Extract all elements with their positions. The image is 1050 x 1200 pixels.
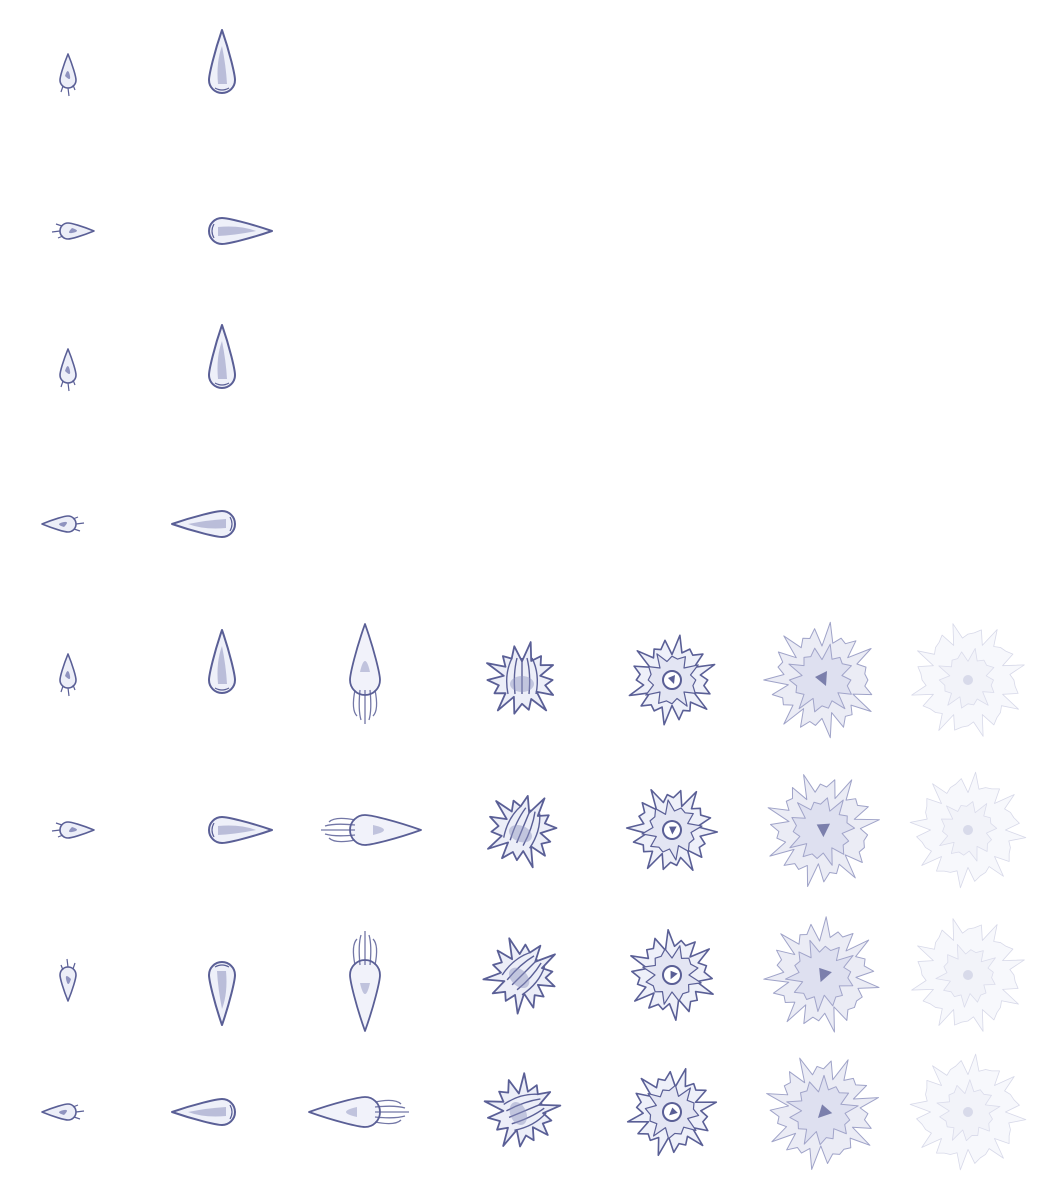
sprite-row-1 [59,29,236,97]
explosion-ring-sprite [628,634,716,726]
faint-smoke-sprite [911,918,1025,1032]
faint-smoke-sprite [911,623,1025,737]
smoke-puff-sprite [766,1057,879,1170]
smoke-puff-sprite [763,916,880,1033]
sprite-row-5 [59,621,1025,739]
flame-drop-sprite [208,324,236,389]
flame-streak-sprite [349,931,381,1032]
flame-drop-sprite [208,29,236,94]
impact-burst-sprite [482,937,556,1015]
sprite-row-6 [51,771,1027,889]
faint-smoke-sprite [909,1053,1027,1171]
sprite-row-8 [41,1053,1027,1171]
flame-drop-sprite [171,1098,236,1126]
smoke-puff-sprite [763,621,873,739]
flame-drop-sprite [171,510,236,538]
faint-smoke-sprite [909,771,1027,889]
flame-streak-sprite [308,1096,409,1128]
sprite-row-3 [59,324,236,392]
flame-drop-sprite [208,217,273,245]
smoke-puff-sprite [767,774,880,887]
small-flame-sprite [59,348,77,392]
flame-streak-sprite [349,623,381,724]
sprite-row-2 [51,217,273,245]
explosion-ring-sprite [626,1067,718,1157]
flame-drop-sprite [208,961,236,1026]
explosion-ring-sprite [625,788,719,872]
small-flame-sprite [59,53,77,97]
flame-streak-sprite [321,814,422,846]
impact-burst-sprite [486,641,554,715]
impact-burst-sprite [483,1072,562,1148]
sprite-row-4 [41,510,236,538]
small-flame-sprite [51,821,95,839]
small-flame-sprite [41,515,85,533]
flame-drop-sprite [208,629,236,694]
flame-drop-sprite [208,816,273,844]
small-flame-sprite [59,653,77,697]
explosion-ring-sprite [630,929,714,1021]
small-flame-sprite [59,958,77,1002]
small-flame-sprite [51,222,95,240]
small-flame-sprite [41,1103,85,1121]
sprite-row-7 [59,916,1025,1033]
impact-burst-sprite [487,795,558,869]
